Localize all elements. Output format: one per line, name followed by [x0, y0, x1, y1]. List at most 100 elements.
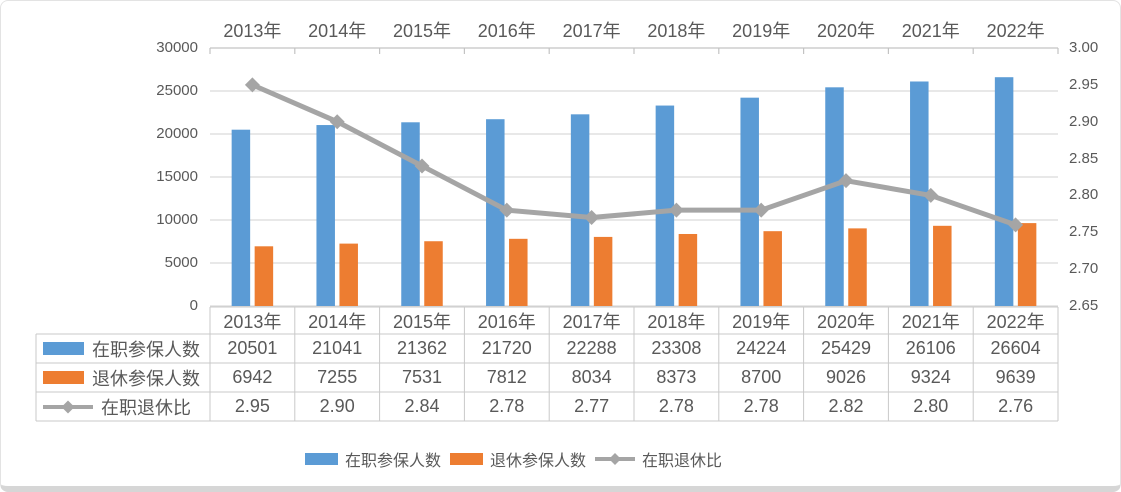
- table-cell-active-insured: 20501: [210, 334, 295, 363]
- bar-active-insured: [740, 98, 759, 306]
- top-axis-label: 2016年: [464, 20, 549, 42]
- legend-item-active-retired-ratio: 在职退休比: [595, 447, 722, 471]
- bar-active-insured: [995, 77, 1014, 306]
- bar-retired-insured: [509, 239, 528, 306]
- left-axis-tick: 0: [118, 298, 198, 314]
- left-axis-tick: 5000: [118, 255, 198, 271]
- table-row-label: 在职参保人数: [92, 336, 200, 362]
- top-axis-label: 2018年: [634, 20, 719, 42]
- table-header-year: 2021年: [888, 307, 973, 334]
- legend-label: 在职退休比: [642, 447, 722, 471]
- top-axis-label: 2015年: [380, 20, 465, 42]
- table-cell-active-retired-ratio: 2.77: [549, 392, 634, 421]
- table-header-year: 2018年: [634, 307, 719, 334]
- chart-card: 2013年2014年2015年2016年2017年2018年2019年2020年…: [0, 0, 1121, 492]
- bar-retired-insured: [594, 237, 613, 306]
- table-header-year: 2017年: [549, 307, 634, 334]
- right-axis-tick: 2.70: [1069, 261, 1121, 277]
- table-cell-retired-insured: 8034: [549, 363, 634, 392]
- retired-insured-legend-swatch-icon: [450, 453, 483, 465]
- table-cell-retired-insured: 8700: [719, 363, 804, 392]
- table-row-key-active-insured: 在职参保人数: [43, 334, 200, 363]
- table-cell-active-insured: 26106: [888, 334, 973, 363]
- top-axis-label: 2022年: [973, 20, 1058, 42]
- legend-item-active-insured: 在职参保人数: [305, 447, 441, 471]
- table-header-year: 2020年: [804, 307, 889, 334]
- table-cell-active-insured: 22288: [549, 334, 634, 363]
- table-cell-retired-insured: 7812: [464, 363, 549, 392]
- bar-retired-insured: [1018, 223, 1037, 306]
- table-cell-active-insured: 23308: [634, 334, 719, 363]
- bar-retired-insured: [679, 234, 698, 306]
- table-header-year: 2013年: [210, 307, 295, 334]
- table-cell-retired-insured: 7255: [295, 363, 380, 392]
- table-cell-retired-insured: 6942: [210, 363, 295, 392]
- table-cell-active-insured: 26604: [973, 334, 1058, 363]
- bar-active-insured: [232, 130, 251, 306]
- top-axis-label: 2021年: [888, 20, 973, 42]
- table-cell-retired-insured: 8373: [634, 363, 719, 392]
- legend-label: 在职参保人数: [345, 447, 441, 471]
- table-cell-active-retired-ratio: 2.82: [804, 392, 889, 421]
- bar-active-insured: [825, 87, 844, 306]
- table-cell-active-insured: 21720: [464, 334, 549, 363]
- table-cell-active-insured: 21041: [295, 334, 380, 363]
- table-row-key-retired-insured: 退休参保人数: [43, 363, 200, 392]
- right-axis-tick: 2.75: [1069, 224, 1121, 240]
- left-axis-tick: 20000: [118, 126, 198, 142]
- table-cell-active-insured: 24224: [719, 334, 804, 363]
- legend-label: 退休参保人数: [490, 447, 586, 471]
- retired-insured-series-swatch-icon: [43, 371, 84, 384]
- table-cell-active-retired-ratio: 2.78: [634, 392, 719, 421]
- legend-item-retired-insured: 退休参保人数: [450, 447, 586, 471]
- table-cell-active-retired-ratio: 2.90: [295, 392, 380, 421]
- table-cell-active-insured: 25429: [804, 334, 889, 363]
- bar-retired-insured: [255, 246, 274, 306]
- line-marker-icon: [595, 452, 635, 466]
- left-axis-tick: 30000: [118, 40, 198, 56]
- table-cell-active-retired-ratio: 2.78: [464, 392, 549, 421]
- ratio-line: [252, 85, 1015, 225]
- table-cell-retired-insured: 9639: [973, 363, 1058, 392]
- table-cell-retired-insured: 9324: [888, 363, 973, 392]
- active-insured-legend-swatch-icon: [305, 453, 338, 465]
- left-axis-tick: 10000: [118, 212, 198, 228]
- right-axis-tick: 2.85: [1069, 151, 1121, 167]
- table-cell-retired-insured: 9026: [804, 363, 889, 392]
- table-cell-retired-insured: 7531: [380, 363, 465, 392]
- bar-active-insured: [316, 125, 335, 306]
- table-row-label: 退休参保人数: [92, 365, 200, 391]
- top-axis-label: 2019年: [719, 20, 804, 42]
- table-cell-active-retired-ratio: 2.78: [719, 392, 804, 421]
- right-axis-tick: 2.65: [1069, 298, 1121, 314]
- table-row-key-active-retired-ratio: 在职退休比: [43, 392, 191, 421]
- right-axis-tick: 2.95: [1069, 77, 1121, 93]
- table-cell-active-retired-ratio: 2.76: [973, 392, 1058, 421]
- active-insured-series-swatch-icon: [43, 342, 84, 355]
- left-axis-tick: 15000: [118, 169, 198, 185]
- table-header-year: 2016年: [464, 307, 549, 334]
- bar-retired-insured: [933, 226, 952, 306]
- table-cell-active-retired-ratio: 2.95: [210, 392, 295, 421]
- bar-retired-insured: [848, 228, 867, 306]
- table-cell-active-retired-ratio: 2.84: [380, 392, 465, 421]
- bar-active-insured: [401, 122, 420, 306]
- bar-active-insured: [656, 106, 675, 306]
- right-axis-tick: 2.90: [1069, 114, 1121, 130]
- top-axis-label: 2014年: [295, 20, 380, 42]
- bar-retired-insured: [763, 231, 782, 306]
- table-row-label: 在职退休比: [101, 394, 191, 420]
- top-axis-label: 2017年: [549, 20, 634, 42]
- left-axis-tick: 25000: [118, 83, 198, 99]
- right-axis-tick: 2.80: [1069, 187, 1121, 203]
- ratio-line-marker: [245, 77, 260, 92]
- table-header-year: 2014年: [295, 307, 380, 334]
- table-header-year: 2015年: [380, 307, 465, 334]
- right-axis-tick: 3.00: [1069, 40, 1121, 56]
- top-axis-label: 2013年: [210, 20, 295, 42]
- top-axis-label: 2020年: [804, 20, 889, 42]
- table-cell-active-insured: 21362: [380, 334, 465, 363]
- table-header-year: 2022年: [973, 307, 1058, 334]
- chart-legend: 在职参保人数 退休参保人数 在职退休比: [0, 447, 1074, 471]
- bar-active-insured: [571, 114, 590, 306]
